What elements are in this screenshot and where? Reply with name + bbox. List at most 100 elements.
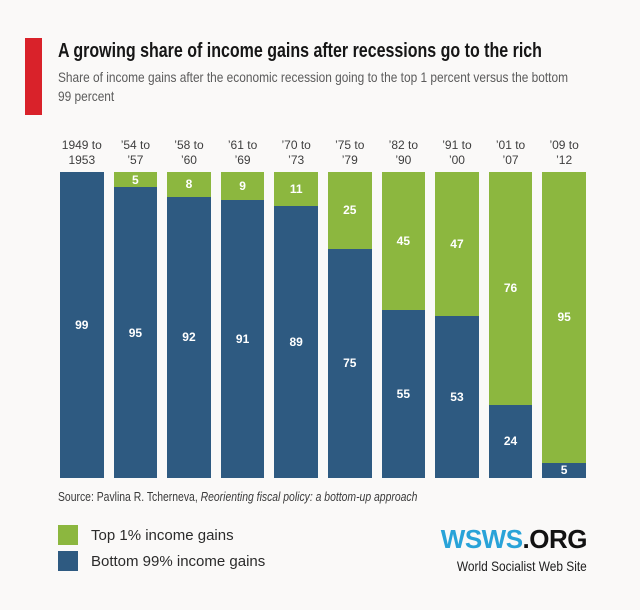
bar-column: ’91 to ’00 47 53 [435, 138, 479, 478]
header-text: A growing share of income gains after re… [42, 38, 640, 115]
category-label-line1: 1949 to [61, 138, 102, 152]
category-label-line1: ’82 to [388, 138, 419, 152]
category-label: ’61 to ’69 [221, 138, 265, 168]
bottom99-value-label: 95 [128, 325, 143, 340]
stacked-bar: 8 92 [167, 172, 211, 478]
category-label-line2: 1953 [68, 153, 96, 167]
bottom99-swatch [58, 551, 78, 571]
footer: Top 1% income gains Bottom 99% income ga… [58, 524, 588, 576]
top1-value-label: 25 [343, 203, 357, 218]
source-citation: Reorienting fiscal policy: a bottom-up a… [200, 489, 418, 504]
top1-value-label: 5 [132, 172, 139, 187]
bottom99-segment: 99 [60, 172, 104, 478]
top1-value-label: 95 [557, 310, 571, 325]
bottom99-value-label: 92 [182, 330, 196, 345]
category-label-line2: ’90 [395, 153, 412, 167]
bottom99-value-label: 5 [560, 463, 568, 478]
category-label-line1: ’54 to [120, 138, 151, 152]
top1-segment: 45 [381, 172, 426, 310]
stacked-bar: 47 53 [435, 172, 479, 478]
stacked-bar: 95 5 [542, 172, 586, 478]
stacked-bar: 76 24 [488, 172, 533, 478]
top1-swatch [58, 525, 78, 545]
bottom99-segment: 24 [488, 404, 533, 478]
category-label: ’75 to ’79 [328, 138, 372, 168]
bottom99-value-label: 55 [396, 386, 411, 401]
wsws-logo: WSWS.ORG [434, 524, 588, 554]
top1-segment: 11 [274, 172, 318, 206]
legend-label-top1: Top 1% income gains [91, 526, 234, 544]
category-label: ’54 to ’57 [114, 138, 158, 168]
source-prefix: Source: Pavlina R. Tcherneva, [58, 489, 201, 504]
header: A growing share of income gains after re… [0, 0, 640, 115]
top1-value-label: 8 [185, 177, 193, 192]
top1-segment: 95 [542, 172, 586, 463]
bottom99-segment: 89 [274, 205, 318, 478]
stacked-bar: 25 75 [327, 172, 372, 478]
bottom99-value-label: 91 [235, 331, 250, 346]
category-label-line1: ’91 to [442, 138, 472, 152]
bar-column: ’70 to ’73 11 89 [274, 138, 318, 478]
category-label-line1: ’01 to [495, 138, 526, 152]
bottom99-segment: 91 [220, 199, 265, 478]
category-label: ’82 to ’90 [382, 138, 426, 168]
category-label-line1: ’58 to [174, 138, 204, 152]
bottom99-value-label: 53 [450, 389, 464, 404]
chart-title: A growing share of income gains after re… [58, 40, 542, 62]
category-label-line2: ’00 [448, 153, 465, 167]
top1-segment: 5 [113, 172, 158, 188]
category-label-line1: ’09 to [549, 138, 579, 152]
stacked-bar-chart: 1949 to 1953 99 ’54 to ’57 5 95 ’ [60, 138, 586, 478]
bottom99-value-label: 24 [503, 434, 518, 449]
wsws-tagline: World Socialist Web Site [457, 558, 587, 574]
chart-subtitle: Share of income gains after the economic… [58, 69, 569, 104]
stacked-bar: 9 91 [220, 172, 265, 478]
category-label: ’09 to ’12 [542, 138, 586, 168]
bar-column: ’61 to ’69 9 91 [220, 138, 265, 478]
bottom99-value-label: 99 [75, 318, 89, 332]
top1-segment: 9 [220, 172, 265, 200]
stacked-bar: 11 89 [274, 172, 318, 478]
legend-item-top1: Top 1% income gains [58, 525, 265, 545]
top1-value-label: 45 [396, 233, 411, 248]
top1-segment: 25 [327, 172, 372, 249]
category-label: 1949 to 1953 [60, 138, 104, 168]
category-label-line2: ’60 [180, 153, 197, 167]
stacked-bar: 99 [60, 172, 104, 478]
category-label-line2: ’79 [341, 153, 358, 167]
bottom99-segment: 92 [167, 196, 211, 478]
bottom99-segment: 5 [542, 462, 586, 478]
category-label-line2: ’57 [127, 153, 144, 167]
category-label-line2: ’12 [556, 153, 573, 167]
bottom99-segment: 55 [381, 309, 426, 478]
category-label: ’70 to ’73 [274, 138, 318, 168]
legend: Top 1% income gains Bottom 99% income ga… [58, 525, 265, 571]
top1-value-label: 11 [289, 181, 303, 196]
top1-segment: 47 [435, 172, 479, 316]
bar-column: ’09 to ’12 95 5 [542, 138, 586, 478]
bottom99-segment: 95 [113, 187, 158, 478]
stacked-bar: 45 55 [381, 172, 426, 478]
top1-value-label: 76 [503, 281, 518, 296]
bar-column: ’01 to ’07 76 24 [488, 138, 533, 478]
category-label-line2: ’07 [502, 153, 519, 167]
top1-segment: 76 [488, 172, 533, 405]
wsws-logo-suffix: .ORG [522, 524, 588, 554]
bar-column: ’58 to ’60 8 92 [167, 138, 211, 478]
bar-column: ’75 to ’79 25 75 [327, 138, 372, 478]
category-label-line1: ’70 to [281, 138, 311, 152]
top1-value-label: 9 [239, 178, 246, 193]
branding: WSWS.ORG World Socialist Web Site [434, 524, 588, 576]
bar-column: ’82 to ’90 45 55 [381, 138, 426, 478]
title-accent-bar [25, 38, 42, 115]
category-label: ’91 to ’00 [435, 138, 479, 168]
category-label-line2: ’69 [234, 153, 251, 167]
legend-label-bottom99: Bottom 99% income gains [91, 552, 266, 570]
wsws-logo-primary: WSWS [440, 524, 523, 554]
source-note: Source: Pavlina R. Tcherneva, Reorientin… [58, 489, 524, 504]
category-label-line1: ’75 to [335, 138, 365, 152]
category-label: ’58 to ’60 [167, 138, 211, 168]
stacked-bar: 5 95 [113, 172, 158, 478]
category-label-line1: ’61 to [227, 138, 258, 152]
